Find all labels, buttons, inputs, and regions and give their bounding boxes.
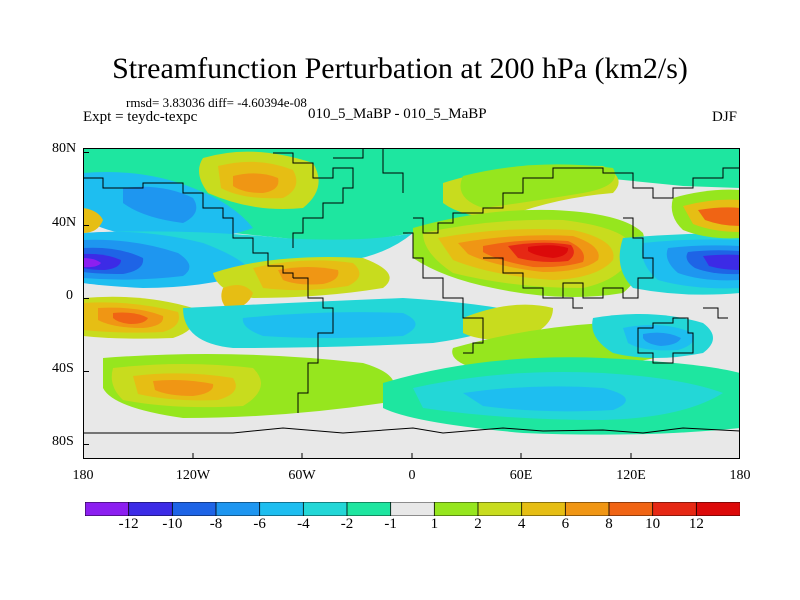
lon-label-180e: 180	[729, 468, 751, 483]
colorbar-label: -12	[118, 516, 139, 532]
colorbar-label: 10	[645, 516, 661, 532]
chart-title: Streamfunction Perturbation at 200 hPa (…	[112, 52, 688, 85]
colorbar-swatch	[390, 502, 436, 516]
contour-leftedge-orange	[83, 208, 103, 233]
colorbar-label: -4	[297, 516, 310, 532]
colorbar-swatch	[652, 502, 698, 516]
contour-cpac-core	[83, 258, 101, 268]
colorbar-swatch	[477, 502, 523, 516]
lat-label-80n: 80N	[52, 141, 77, 156]
contour-epac-dark	[278, 267, 339, 285]
colorbar-label: 12	[688, 516, 704, 532]
contour-soneg-blue	[463, 386, 626, 412]
coastlines	[83, 148, 740, 434]
lon-label-60w: 60W	[288, 468, 316, 483]
colorbar-swatch	[608, 502, 654, 516]
colorbar-swatch	[521, 502, 567, 516]
colorbar-label: 1	[430, 516, 439, 532]
colorbar-label: 8	[605, 516, 613, 532]
colorbar-swatch	[564, 502, 610, 516]
colorbar-label: -6	[253, 516, 266, 532]
contour-so-dark	[153, 380, 214, 396]
contour-trop-blue	[242, 312, 416, 338]
lat-label-40n: 40N	[52, 215, 77, 230]
season-label: DJF	[712, 109, 738, 125]
experiment-label: Expt = teydc-texpc	[83, 109, 198, 125]
colorbar-label: 2	[474, 516, 482, 532]
colorbar-swatch	[171, 502, 217, 516]
lon-label-0: 0	[408, 468, 416, 483]
colorbar-swatch	[259, 502, 305, 516]
contour-north-green2	[460, 164, 615, 208]
colorbar-swatch	[85, 502, 130, 516]
lon-label-120e: 120E	[616, 468, 646, 483]
contour-epac-small	[221, 284, 253, 310]
colorbar-swatch	[215, 502, 261, 516]
case-label: 010_5_MaBP - 010_5_MaBP	[308, 106, 487, 122]
contour-map	[83, 148, 740, 459]
contour-na-darkorange	[233, 173, 279, 193]
colorbar-swatch	[433, 502, 479, 516]
lon-label-60e: 60E	[509, 468, 533, 483]
contour-aus-core	[643, 332, 681, 346]
colorbar-label: -10	[162, 516, 183, 532]
colorbar-label: 6	[561, 516, 570, 532]
lon-label-180w: 180	[72, 468, 94, 483]
colorbar-label: -2	[340, 516, 354, 532]
contour-asia-core	[528, 245, 569, 258]
axis-ticks	[83, 152, 632, 459]
contour-npac-red	[698, 207, 740, 226]
contour-wpac-core	[703, 254, 740, 270]
lat-label-equator: 0	[66, 288, 73, 303]
lat-label-80s: 80S	[52, 434, 74, 449]
contour-tspac-red	[113, 312, 148, 324]
colorbar-swatch	[346, 502, 392, 516]
colorbar	[85, 502, 740, 516]
lat-label-40s: 40S	[52, 361, 74, 376]
colorbar-swatch	[302, 502, 348, 516]
map-svg	[83, 148, 740, 459]
colorbar-swatch	[128, 502, 174, 516]
contour-nw-blue	[123, 186, 197, 223]
colorbar-swatch	[695, 502, 740, 516]
lon-label-120w: 120W	[175, 468, 211, 483]
colorbar-label: 4	[517, 516, 526, 532]
colorbar-label: -1	[384, 516, 397, 532]
statistics-text: rmsd= 3.83036 diff= -4.60394e-08	[126, 95, 307, 110]
colorbar-label: -8	[209, 516, 223, 532]
contour-sind-green	[463, 304, 553, 340]
